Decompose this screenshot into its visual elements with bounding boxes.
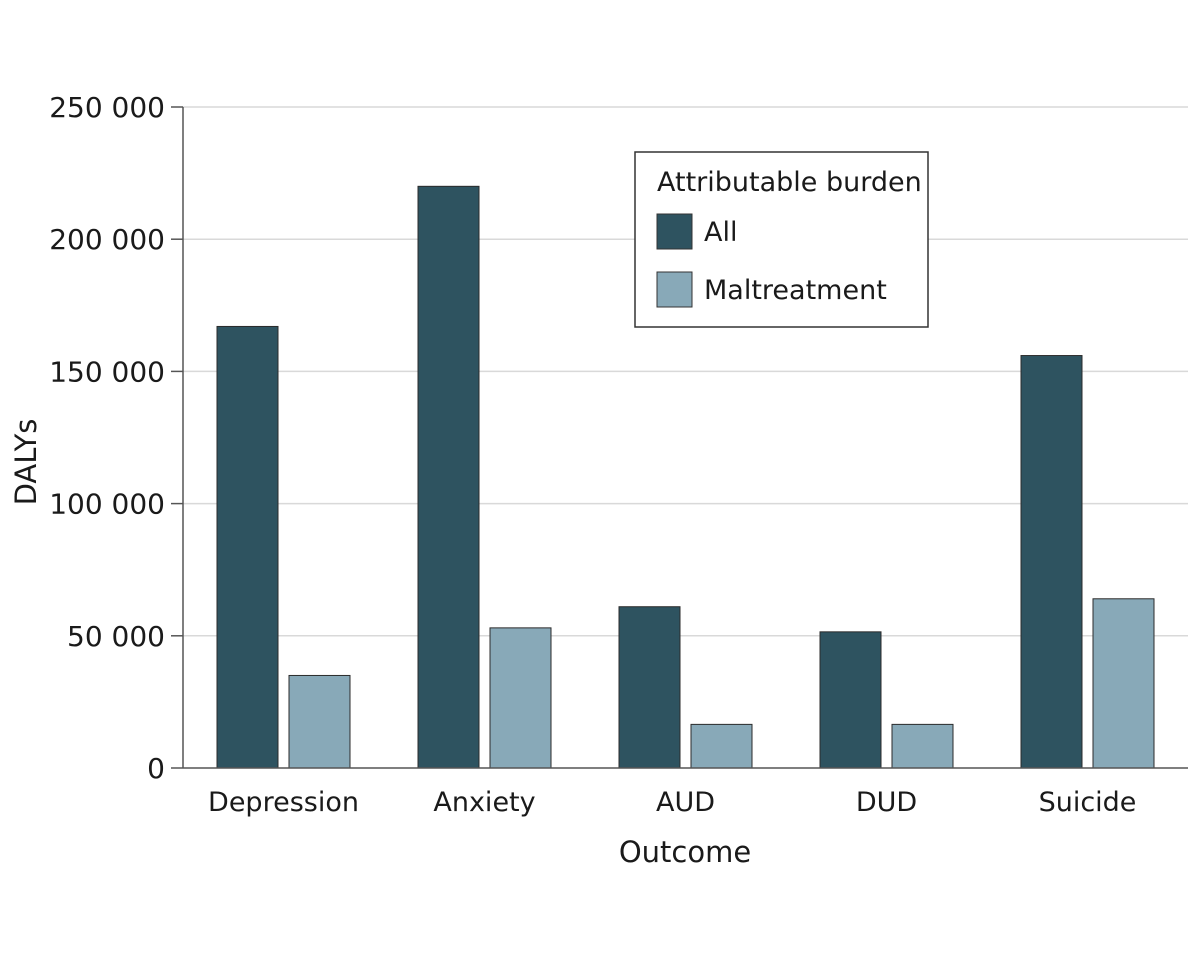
legend-swatch-all [656, 213, 693, 250]
bar-maltreatment-depression [288, 674, 351, 769]
bar-all-aud [618, 606, 681, 769]
y-tick-label: 0 [147, 752, 165, 785]
x-tick-labels: Depression Anxiety AUD DUD Suicide [208, 787, 1136, 818]
bar-maltreatment-suicide [1092, 598, 1155, 769]
y-tick-label: 250 000 [49, 91, 165, 124]
legend-label-maltreatment: Maltreatment [704, 275, 887, 306]
y-ticks: 0 50 000 100 000 150 000 200 000 250 000 [49, 91, 183, 785]
bars [216, 185, 1155, 769]
bar-maltreatment-dud [891, 723, 954, 769]
bar-all-dud [819, 631, 882, 769]
x-tick-label: AUD [656, 787, 715, 818]
y-tick-label: 200 000 [49, 223, 165, 256]
y-tick-label: 100 000 [49, 488, 165, 521]
y-axis-title: DALYs [9, 419, 43, 506]
axes [182, 107, 1188, 769]
legend-title: Attributable burden [657, 167, 922, 198]
x-axis-title: Outcome [619, 835, 751, 869]
x-tick-label: Anxiety [433, 787, 535, 818]
bar-all-anxiety [417, 185, 480, 769]
legend-label-all: All [704, 217, 737, 248]
bar-maltreatment-aud [690, 723, 753, 769]
y-tick-label: 150 000 [49, 355, 165, 388]
x-tick-label: DUD [856, 787, 917, 818]
legend: Attributable burden All Maltreatment [634, 151, 929, 328]
bar-maltreatment-anxiety [489, 627, 552, 769]
bar-all-depression [216, 325, 279, 769]
bar-all-suicide [1020, 355, 1083, 769]
x-tick-label: Depression [208, 787, 359, 818]
y-tick-label: 50 000 [67, 620, 165, 653]
legend-swatch-maltreatment [656, 271, 693, 308]
x-tick-label: Suicide [1039, 787, 1137, 818]
